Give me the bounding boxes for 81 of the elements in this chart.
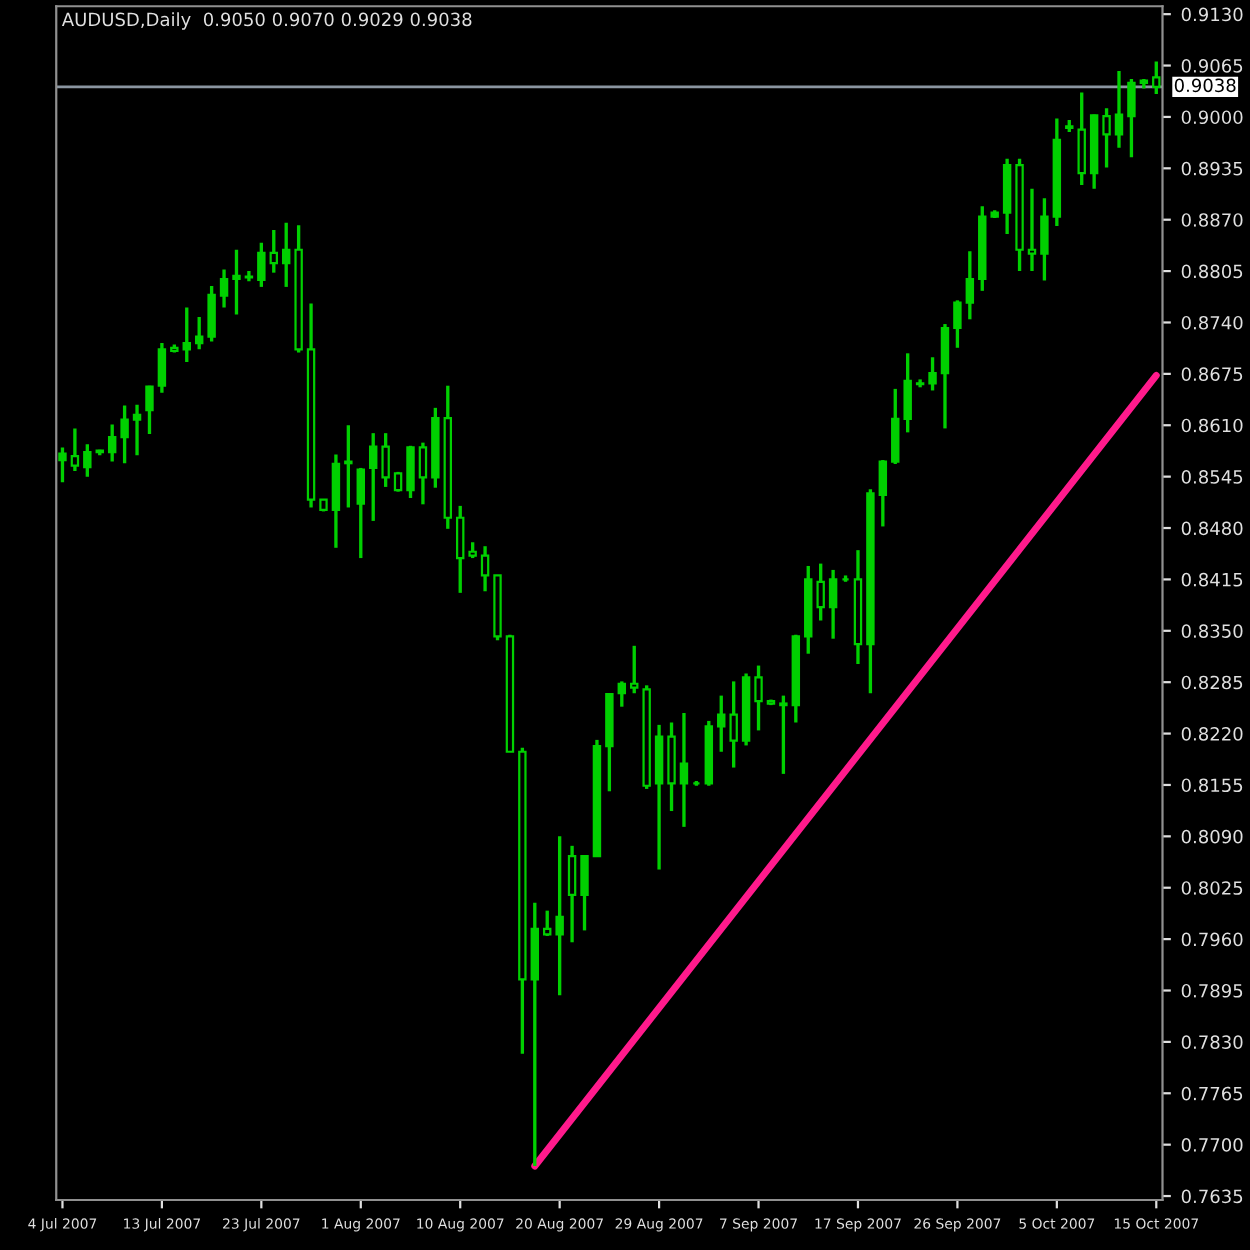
candlestick xyxy=(555,834,564,997)
y-tick-label: 0.7700 xyxy=(1181,1138,1243,1152)
candlestick xyxy=(654,723,664,872)
candlestick xyxy=(132,403,142,457)
y-tick-label: 0.8675 xyxy=(1181,367,1243,381)
candlestick xyxy=(269,228,278,275)
candlestick xyxy=(729,679,738,770)
y-tick-label: 0.8090 xyxy=(1181,829,1243,844)
candlestick xyxy=(368,431,378,523)
candlestick xyxy=(83,442,92,479)
candlestick xyxy=(406,444,415,500)
candlestick xyxy=(903,351,912,435)
y-tick-label: 0.8155 xyxy=(1181,778,1243,793)
candlestick xyxy=(207,284,216,344)
y-tick-label: 0.9130 xyxy=(1181,7,1243,22)
y-tick-label: 0.9000 xyxy=(1181,110,1243,125)
candlestick xyxy=(232,248,241,317)
candlestick xyxy=(940,322,950,431)
candlestick xyxy=(543,908,552,938)
candlestick xyxy=(891,387,900,466)
y-tick-label: 0.7895 xyxy=(1181,983,1243,998)
candlestick xyxy=(344,423,353,510)
y-tick-label: 0.8805 xyxy=(1181,264,1243,279)
candlestick xyxy=(70,426,80,473)
candlestick xyxy=(679,711,689,829)
y-tick-label: 0.8285 xyxy=(1181,675,1243,690)
candlestick xyxy=(630,644,639,695)
ref-line-label: 0.9038 xyxy=(1174,78,1236,93)
candlestick xyxy=(331,452,341,550)
candlestick xyxy=(617,679,627,709)
y-tick-label: 0.8350 xyxy=(1181,624,1243,638)
candlestick xyxy=(381,431,390,489)
candlestick xyxy=(456,504,465,595)
candlestick xyxy=(1127,77,1136,159)
candlestick xyxy=(1077,90,1086,187)
candlestick xyxy=(1040,196,1049,283)
y-tick-label: 0.8480 xyxy=(1181,521,1243,536)
candlestick xyxy=(928,355,937,393)
y-tick-label: 0.8545 xyxy=(1181,470,1243,484)
candlestick xyxy=(667,720,676,813)
y-tick-label: 0.7635 xyxy=(1181,1189,1243,1204)
y-tick-label: 0.7830 xyxy=(1181,1035,1243,1049)
candlestick xyxy=(953,298,962,350)
candlestick xyxy=(58,445,67,484)
candlestick xyxy=(107,422,117,464)
candlestick xyxy=(828,568,838,641)
candlestick xyxy=(281,221,291,289)
candlestick xyxy=(157,341,167,395)
candlestick xyxy=(717,693,726,754)
candlestick xyxy=(965,249,975,321)
candlestick xyxy=(1152,59,1161,96)
candlestick xyxy=(1102,106,1111,170)
y-tick-label: 0.7960 xyxy=(1181,932,1243,947)
candlestick xyxy=(754,663,763,733)
chart-title: AUDUSD,Daily 0.9050 0.9070 0.9029 0.9038 xyxy=(61,12,472,30)
candlestick xyxy=(878,458,888,529)
candlestick xyxy=(1027,187,1037,273)
y-tick-label: 0.8740 xyxy=(1181,315,1243,330)
candlestick xyxy=(1114,69,1124,150)
candlestick xyxy=(120,403,129,465)
candlestick xyxy=(257,240,266,289)
y-tick-label: 0.8870 xyxy=(1181,213,1243,227)
candlestick xyxy=(779,693,788,776)
candlestick xyxy=(480,544,490,593)
y-tick-label: 0.9065 xyxy=(1181,59,1243,73)
y-tick-label: 0.8220 xyxy=(1181,727,1243,741)
candlestick xyxy=(580,854,589,933)
y-tick-label: 0.7765 xyxy=(1181,1086,1243,1101)
y-tick-label: 0.8415 xyxy=(1181,572,1243,587)
candlestick xyxy=(145,384,154,436)
candlestick xyxy=(816,561,825,623)
candlestick xyxy=(356,466,365,560)
y-tick-label: 0.8935 xyxy=(1181,161,1243,176)
candlestick xyxy=(567,844,577,944)
candlestick xyxy=(194,315,204,352)
candlestick xyxy=(1002,157,1012,236)
candlestick xyxy=(182,305,191,364)
y-tick-label: 0.8610 xyxy=(1181,418,1243,433)
candlestick xyxy=(219,267,229,310)
candlestick xyxy=(418,440,428,506)
y-tick-label: 0.8025 xyxy=(1181,881,1243,895)
